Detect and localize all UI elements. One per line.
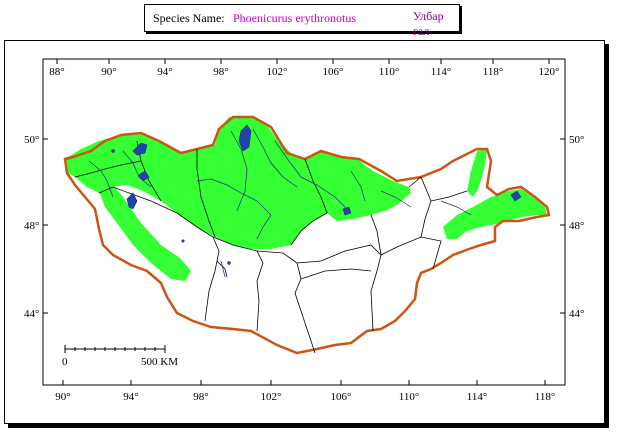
range-east-strip	[467, 149, 487, 197]
bottom-lon-label: 102°	[261, 391, 282, 403]
bottom-lon-label: 90°	[55, 391, 70, 403]
species-label: Species Name:	[153, 11, 225, 25]
right-lat-label: 48°	[569, 220, 584, 232]
top-lon-label: 118°	[483, 66, 504, 78]
lake-uvs	[132, 142, 148, 156]
rivers	[88, 128, 472, 278]
lake-khar-us	[126, 192, 138, 210]
top-lon-label: 120°	[539, 66, 560, 78]
right-lat-label: 44°	[569, 308, 584, 320]
map-inner-border	[42, 58, 566, 386]
bottom-lon-label: 98°	[193, 391, 208, 403]
bottom-lon-label: 110°	[399, 391, 420, 403]
left-lat-label: 48°	[24, 220, 39, 232]
left-lat-label: 50°	[24, 134, 39, 146]
bottom-lon-label: 118°	[535, 391, 556, 403]
lake-small	[342, 206, 352, 216]
top-lon-label: 88°	[49, 66, 64, 78]
top-lon-label: 106°	[323, 66, 344, 78]
lake-dot	[111, 149, 115, 153]
distribution-map: 88° 90° 94° 98° 102° 106° 110° 114° 118°…	[24, 58, 584, 403]
top-lon-label: 98°	[213, 66, 228, 78]
top-lon-label: 90°	[101, 66, 116, 78]
top-lon-label: 102°	[267, 66, 288, 78]
species-range	[65, 117, 547, 281]
lake-khyargas	[138, 170, 150, 182]
range-main	[65, 117, 411, 249]
scale-end-label: 500 KM	[141, 356, 178, 368]
top-lon-label: 94°	[157, 66, 172, 78]
bottom-lon-label: 114°	[467, 391, 488, 403]
bottom-lon-label: 106°	[331, 391, 352, 403]
lake-dot	[227, 261, 231, 265]
scale-start-label: 0	[62, 356, 68, 368]
top-lon-label: 110°	[379, 66, 400, 78]
country-border	[63, 115, 551, 355]
species-header: Species Name: Phoenicurus erythronotus У…	[144, 4, 460, 53]
range-southwest-arm	[99, 185, 191, 281]
side-ticks	[43, 138, 565, 314]
bottom-lon-label: 94°	[123, 391, 138, 403]
map-frame: 88° 90° 94° 98° 102° 106° 110° 114° 118°…	[4, 40, 605, 424]
right-lat-label: 50°	[569, 134, 584, 146]
top-lon-label: 114°	[431, 66, 452, 78]
species-name: Phoenicurus erythronotus	[233, 11, 356, 25]
lakes	[111, 124, 522, 265]
range-east	[443, 189, 547, 239]
scale-bar	[64, 345, 166, 353]
left-lat-label: 44°	[24, 308, 39, 320]
bottom-ticks	[62, 380, 546, 385]
top-ticks	[56, 59, 550, 64]
lake-khuvsgul	[238, 124, 252, 152]
lake-dot	[181, 239, 185, 243]
lake-buir	[510, 190, 522, 202]
